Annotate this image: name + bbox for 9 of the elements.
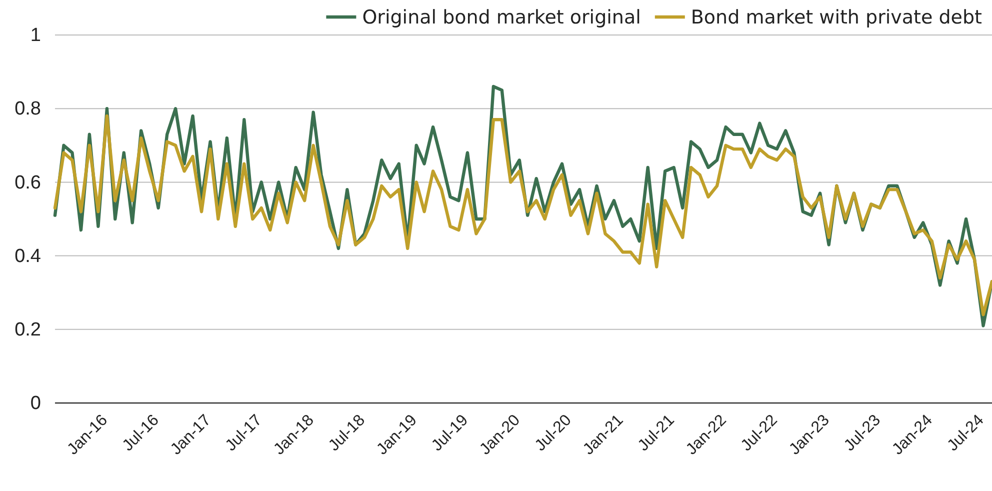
line-series xyxy=(53,114,992,316)
y-tick-label: 0.6 xyxy=(14,172,41,194)
legend-label: Bond market with private debt xyxy=(690,6,982,29)
y-tick-label: 0.4 xyxy=(14,246,42,267)
legend-label: Original bond market original xyxy=(362,6,641,29)
y-tick-label: 0.2 xyxy=(14,319,41,340)
y-tick-label: 1 xyxy=(30,25,41,46)
y-tick-label: 0.8 xyxy=(14,98,41,120)
y-tick-label: 0 xyxy=(30,393,41,414)
